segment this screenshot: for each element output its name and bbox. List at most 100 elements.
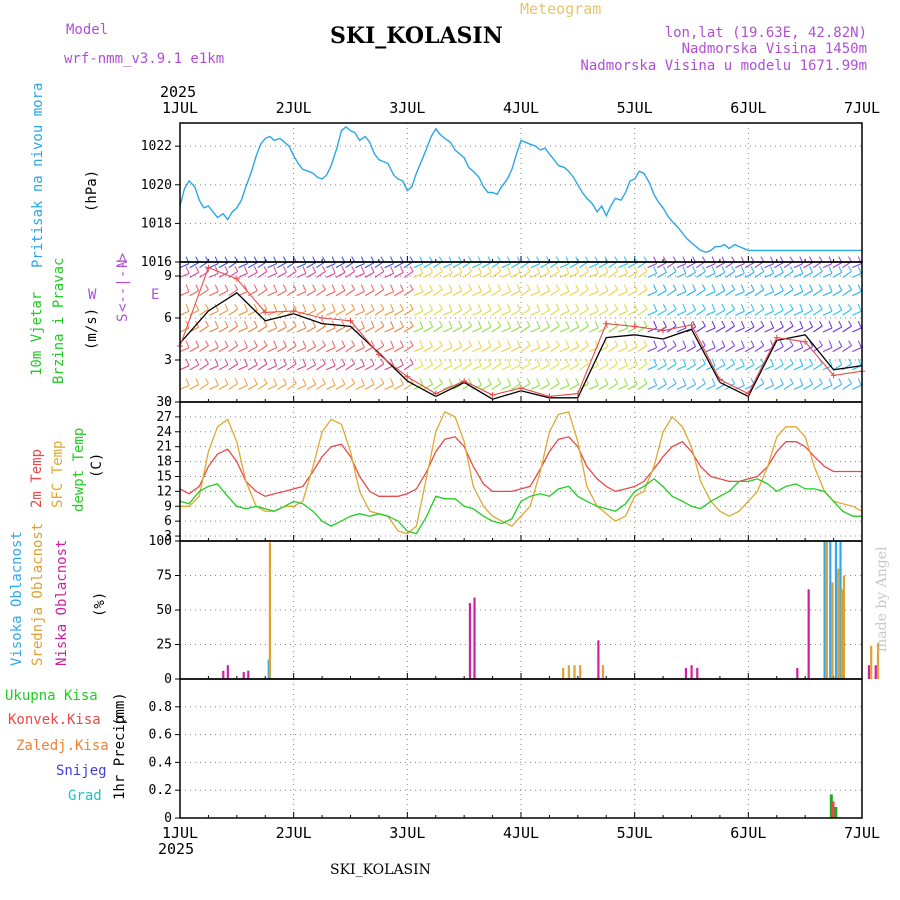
wind-barb-flag [390, 378, 395, 386]
wind-barb [696, 308, 706, 316]
wind-barb-flag [672, 303, 677, 310]
wind-barb [403, 308, 414, 316]
wind-barb [325, 291, 336, 297]
wind-barb [676, 291, 687, 297]
wind-barb-flag [224, 266, 229, 273]
wind-barb [725, 289, 735, 297]
wind-barb-flag [857, 304, 862, 312]
wind-barb [374, 363, 385, 371]
wind-barb [277, 262, 287, 269]
wind-barb [325, 327, 336, 333]
wind-barb [783, 289, 794, 297]
wind-barb-flag [701, 340, 706, 346]
temp-ytick-label: 12 [156, 484, 172, 499]
wind-barb-flag [263, 340, 268, 346]
wind-barb-flag [438, 340, 443, 346]
wind-barb-flag [682, 320, 687, 329]
wind-gust-marker [432, 390, 439, 397]
wind-barb [598, 262, 609, 269]
wind-barb-flag [818, 303, 823, 310]
wind-barb-flag [672, 284, 677, 290]
wind-gust-marker [546, 393, 553, 400]
wind-barb [852, 310, 862, 316]
wind-barb-flag [828, 378, 833, 386]
cloud-low-bar [222, 670, 225, 679]
wind-barb [510, 346, 521, 353]
wind-barb-flag [312, 378, 317, 385]
temp-ytick-label: 30 [156, 395, 172, 410]
wind-barb-flag [292, 256, 297, 262]
wind-barb [520, 308, 531, 316]
wind-barb-flag [662, 284, 667, 291]
wind-barb [822, 272, 833, 278]
wind-barb [462, 345, 472, 353]
wind-barb [501, 310, 511, 316]
wind-barb [764, 291, 774, 297]
wind-barb [452, 326, 463, 333]
wind-barb [394, 262, 404, 269]
wind-barb-flag [682, 304, 687, 312]
wind-barb [852, 384, 862, 390]
cloud-low-bar [597, 640, 600, 679]
wind-barb [306, 290, 316, 297]
wind-barb [257, 325, 268, 333]
pressure-ytick-label: 1016 [141, 255, 172, 270]
wind-barb-flag [526, 320, 531, 327]
wind-barb-flag [468, 340, 472, 346]
wind-barb-flag [468, 284, 472, 290]
wind-barb [364, 262, 375, 269]
wind-barb-flag [760, 303, 765, 310]
wind-barb [647, 263, 657, 269]
wind-barb [316, 308, 326, 316]
wind-barb-flag [614, 256, 619, 262]
wind-barb-flag [468, 378, 472, 384]
wind-gust-marker [205, 264, 212, 271]
wind-barb [316, 345, 326, 353]
wind-barb-flag [585, 284, 589, 290]
wind-barb-flag [507, 304, 511, 312]
wind-barb [774, 309, 784, 316]
wind-barb-flag [633, 266, 638, 273]
wind-barb [579, 308, 589, 316]
wind-barb-flag [838, 266, 843, 273]
wind-barb [793, 263, 804, 269]
wind-barb-flag [507, 358, 511, 366]
wind-barb [608, 289, 618, 297]
wind-barb-flag [477, 378, 482, 386]
wind-barb [598, 383, 609, 390]
wind-barb-flag [331, 358, 336, 366]
wind-barb-flag [273, 284, 278, 292]
wind-barb [199, 325, 209, 333]
wind-barb-flag [234, 266, 239, 272]
wind-barb [374, 270, 385, 278]
wind-barb [540, 383, 550, 390]
wind-barb-flag [253, 340, 258, 347]
wind-barb [218, 271, 229, 278]
wind-barb-flag [263, 358, 268, 365]
wind-barb [501, 365, 511, 371]
wind-barb [189, 271, 200, 278]
wind-barb-flag [409, 320, 414, 327]
wind-barb [803, 383, 813, 390]
wind-barb [540, 309, 550, 316]
wind-barb-flag [360, 378, 365, 386]
wind-barb-flag [809, 284, 813, 291]
wind-barb-flag [643, 358, 648, 365]
wind-barb [627, 290, 638, 297]
wind-barb-flag [672, 340, 677, 346]
wind-barb [676, 310, 687, 316]
wind-barb-flag [623, 378, 628, 386]
top-day-label: 3JUL [389, 99, 425, 117]
wind-barb [618, 291, 628, 297]
wind-barb [413, 291, 424, 297]
wind-barb [247, 364, 258, 371]
wind-barb [218, 383, 229, 390]
wind-barb-flag [672, 378, 677, 384]
wind-barb [832, 346, 843, 353]
cloud-mid-bar [840, 589, 843, 679]
wind-barb [783, 345, 794, 353]
wind-barb [199, 382, 209, 390]
wind-barb [764, 310, 774, 316]
wind-barb-flag [360, 284, 365, 292]
wind-barb [588, 365, 599, 371]
